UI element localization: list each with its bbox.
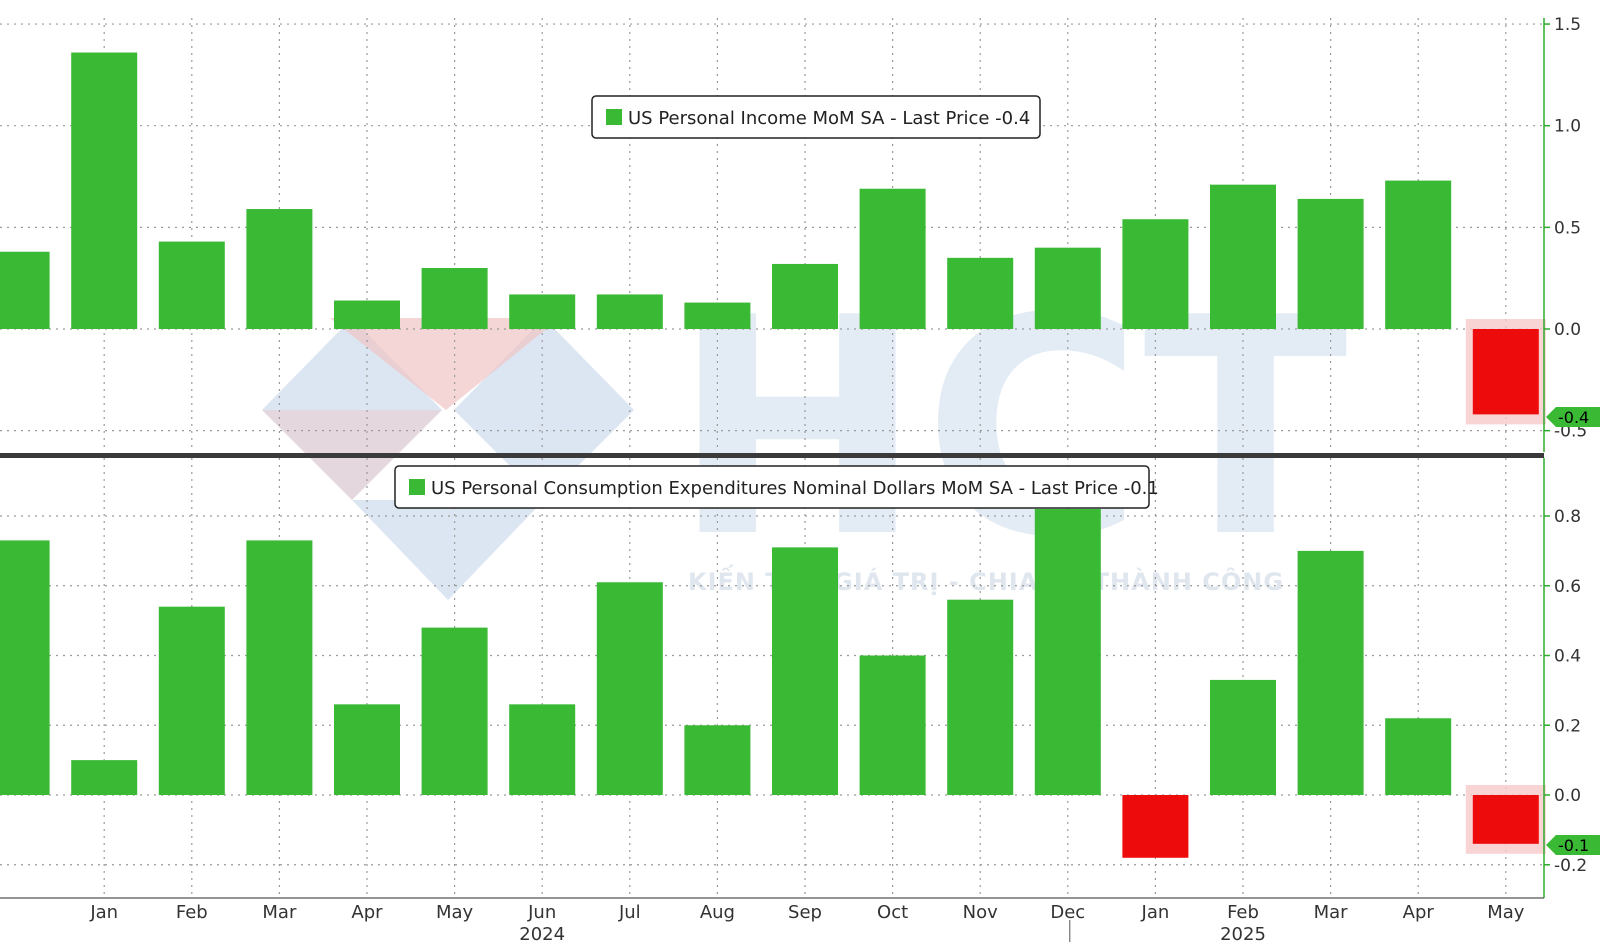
legend-swatch bbox=[409, 479, 425, 495]
legends: US Personal Income MoM SA - Last Price -… bbox=[394, 95, 1159, 509]
bar-consumption-11 bbox=[947, 599, 1014, 795]
bar-consumption-16 bbox=[1385, 718, 1452, 795]
x-tick-label: Aug bbox=[700, 902, 735, 923]
x-tick-label: May bbox=[436, 902, 474, 923]
year-label: 2024 bbox=[519, 924, 565, 942]
last-value-tag bbox=[1546, 835, 1600, 855]
y-tick-label: -0.2 bbox=[1554, 856, 1587, 876]
y-tick-label: 0.6 bbox=[1554, 577, 1581, 597]
bar-consumption-5 bbox=[421, 627, 488, 795]
bar-income-16 bbox=[1385, 180, 1452, 329]
bar-income-5 bbox=[421, 268, 488, 329]
y-tick-label: 0.8 bbox=[1554, 507, 1581, 527]
x-tick-label: Mar bbox=[1314, 902, 1349, 923]
legend-box bbox=[394, 465, 1150, 509]
bar-income-6 bbox=[509, 294, 576, 329]
y-tick-label: 0.0 bbox=[1554, 786, 1581, 806]
y-tick-label: 1.0 bbox=[1554, 117, 1581, 137]
bar-consumption-12 bbox=[1034, 509, 1101, 795]
bar-consumption-6 bbox=[509, 704, 576, 795]
x-tick-label: May bbox=[1487, 902, 1525, 923]
bar-income-3 bbox=[246, 209, 313, 329]
bar-income-9 bbox=[772, 263, 838, 329]
y-tick-label: 0.0 bbox=[1554, 320, 1581, 340]
bar-income-7 bbox=[596, 294, 663, 329]
x-tick-label: Jun bbox=[527, 902, 556, 923]
x-tick-label: Sep bbox=[788, 902, 822, 923]
x-tick-label: Feb bbox=[176, 902, 208, 923]
bar-income-12 bbox=[1034, 247, 1101, 329]
bar-income-15 bbox=[1297, 198, 1364, 329]
bar-income-2 bbox=[158, 241, 225, 329]
last-value-tag-label: -0.4 bbox=[1558, 408, 1589, 427]
legend-label: US Personal Consumption Expenditures Nom… bbox=[431, 478, 1159, 499]
bar-income-11 bbox=[947, 257, 1014, 329]
legend-box bbox=[591, 95, 1041, 139]
bar-consumption-9 bbox=[772, 547, 838, 795]
bar-income-8 bbox=[684, 302, 751, 329]
bar-consumption-3 bbox=[246, 540, 313, 795]
bar-consumption-0 bbox=[0, 540, 50, 795]
bar-income-1 bbox=[71, 52, 138, 330]
y-tick-label: 0.4 bbox=[1554, 647, 1581, 667]
x-tick-label: Feb bbox=[1227, 902, 1259, 923]
watermark-logo-blue-bottom bbox=[352, 500, 544, 600]
x-tick-label: Dec bbox=[1050, 902, 1085, 923]
bar-consumption-10 bbox=[859, 655, 926, 795]
bar-consumption-17 bbox=[1472, 795, 1539, 844]
bar-consumption-4 bbox=[334, 704, 400, 795]
bar-income-14 bbox=[1210, 184, 1276, 329]
bar-consumption-15 bbox=[1297, 550, 1364, 795]
watermark-logo-red-triangle bbox=[330, 318, 560, 410]
y-tick-label: 1.5 bbox=[1554, 15, 1581, 35]
x-tick-label: Jan bbox=[1141, 902, 1170, 923]
x-tick-label: Mar bbox=[262, 902, 297, 923]
panel-divider bbox=[0, 453, 1544, 458]
bar-income-0 bbox=[0, 251, 50, 329]
year-label: 2025 bbox=[1220, 924, 1266, 942]
legend-swatch bbox=[606, 109, 622, 125]
x-tick-label: Jul bbox=[618, 902, 641, 923]
bar-consumption-8 bbox=[684, 725, 751, 795]
x-axis: Jan Feb Mar Apr May Jun Jul Aug Sep Oct Nov Dec Jan F… bbox=[89, 902, 1525, 942]
last-value-tag bbox=[1546, 407, 1600, 427]
bars bbox=[0, 52, 1539, 858]
bar-consumption-13 bbox=[1122, 795, 1189, 858]
x-tick-label: Apr bbox=[351, 902, 383, 923]
bar-consumption-1 bbox=[71, 760, 138, 795]
last-value-tag-label: -0.1 bbox=[1558, 836, 1589, 855]
bar-consumption-7 bbox=[596, 582, 663, 795]
bar-consumption-2 bbox=[158, 606, 225, 795]
legend-label: US Personal Income MoM SA - Last Price -… bbox=[628, 108, 1030, 129]
x-tick-label: Jan bbox=[89, 902, 118, 923]
bar-income-17 bbox=[1472, 329, 1539, 415]
x-tick-label: Apr bbox=[1403, 902, 1435, 923]
x-tick-label: Nov bbox=[963, 902, 998, 923]
bar-income-13 bbox=[1122, 219, 1189, 329]
x-tick-label: Oct bbox=[877, 902, 908, 923]
axes: 1.51.00.50.0-0.5-0.40.80.60.40.20.0-0.2-… bbox=[0, 15, 1600, 899]
y-tick-label: 0.5 bbox=[1554, 218, 1581, 238]
y-tick-label: 0.2 bbox=[1554, 716, 1581, 736]
bar-income-10 bbox=[859, 188, 926, 329]
bar-consumption-14 bbox=[1210, 679, 1276, 795]
bar-income-4 bbox=[334, 300, 400, 329]
